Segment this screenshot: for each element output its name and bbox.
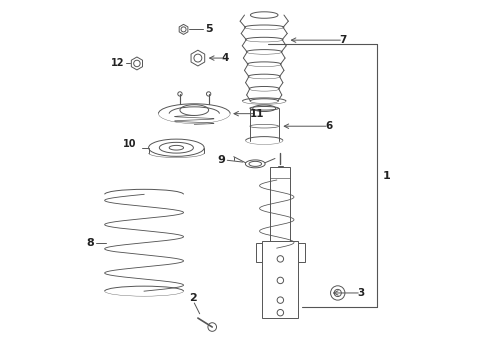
Text: 3: 3 <box>357 288 364 298</box>
Text: 10: 10 <box>123 139 136 149</box>
Circle shape <box>330 286 344 300</box>
Polygon shape <box>262 241 298 318</box>
Circle shape <box>194 54 202 62</box>
Polygon shape <box>270 167 290 262</box>
Polygon shape <box>179 24 187 35</box>
Text: 2: 2 <box>188 293 196 303</box>
Polygon shape <box>255 243 262 262</box>
Text: 11: 11 <box>249 109 264 119</box>
Polygon shape <box>191 50 204 66</box>
Text: 7: 7 <box>339 35 346 45</box>
Circle shape <box>133 60 140 67</box>
Circle shape <box>181 27 185 32</box>
Text: 8: 8 <box>86 238 94 248</box>
Text: 12: 12 <box>110 58 123 68</box>
Text: 5: 5 <box>204 24 212 35</box>
Circle shape <box>178 92 182 96</box>
Circle shape <box>277 277 283 284</box>
Circle shape <box>277 297 283 303</box>
Circle shape <box>206 92 210 96</box>
Circle shape <box>277 310 283 316</box>
Polygon shape <box>298 243 304 262</box>
Text: 9: 9 <box>217 155 224 165</box>
Polygon shape <box>131 57 142 70</box>
Circle shape <box>333 289 341 297</box>
Circle shape <box>207 323 216 331</box>
Text: 4: 4 <box>221 53 228 63</box>
Text: 1: 1 <box>382 171 389 180</box>
Text: 6: 6 <box>325 121 332 131</box>
Circle shape <box>277 256 283 262</box>
